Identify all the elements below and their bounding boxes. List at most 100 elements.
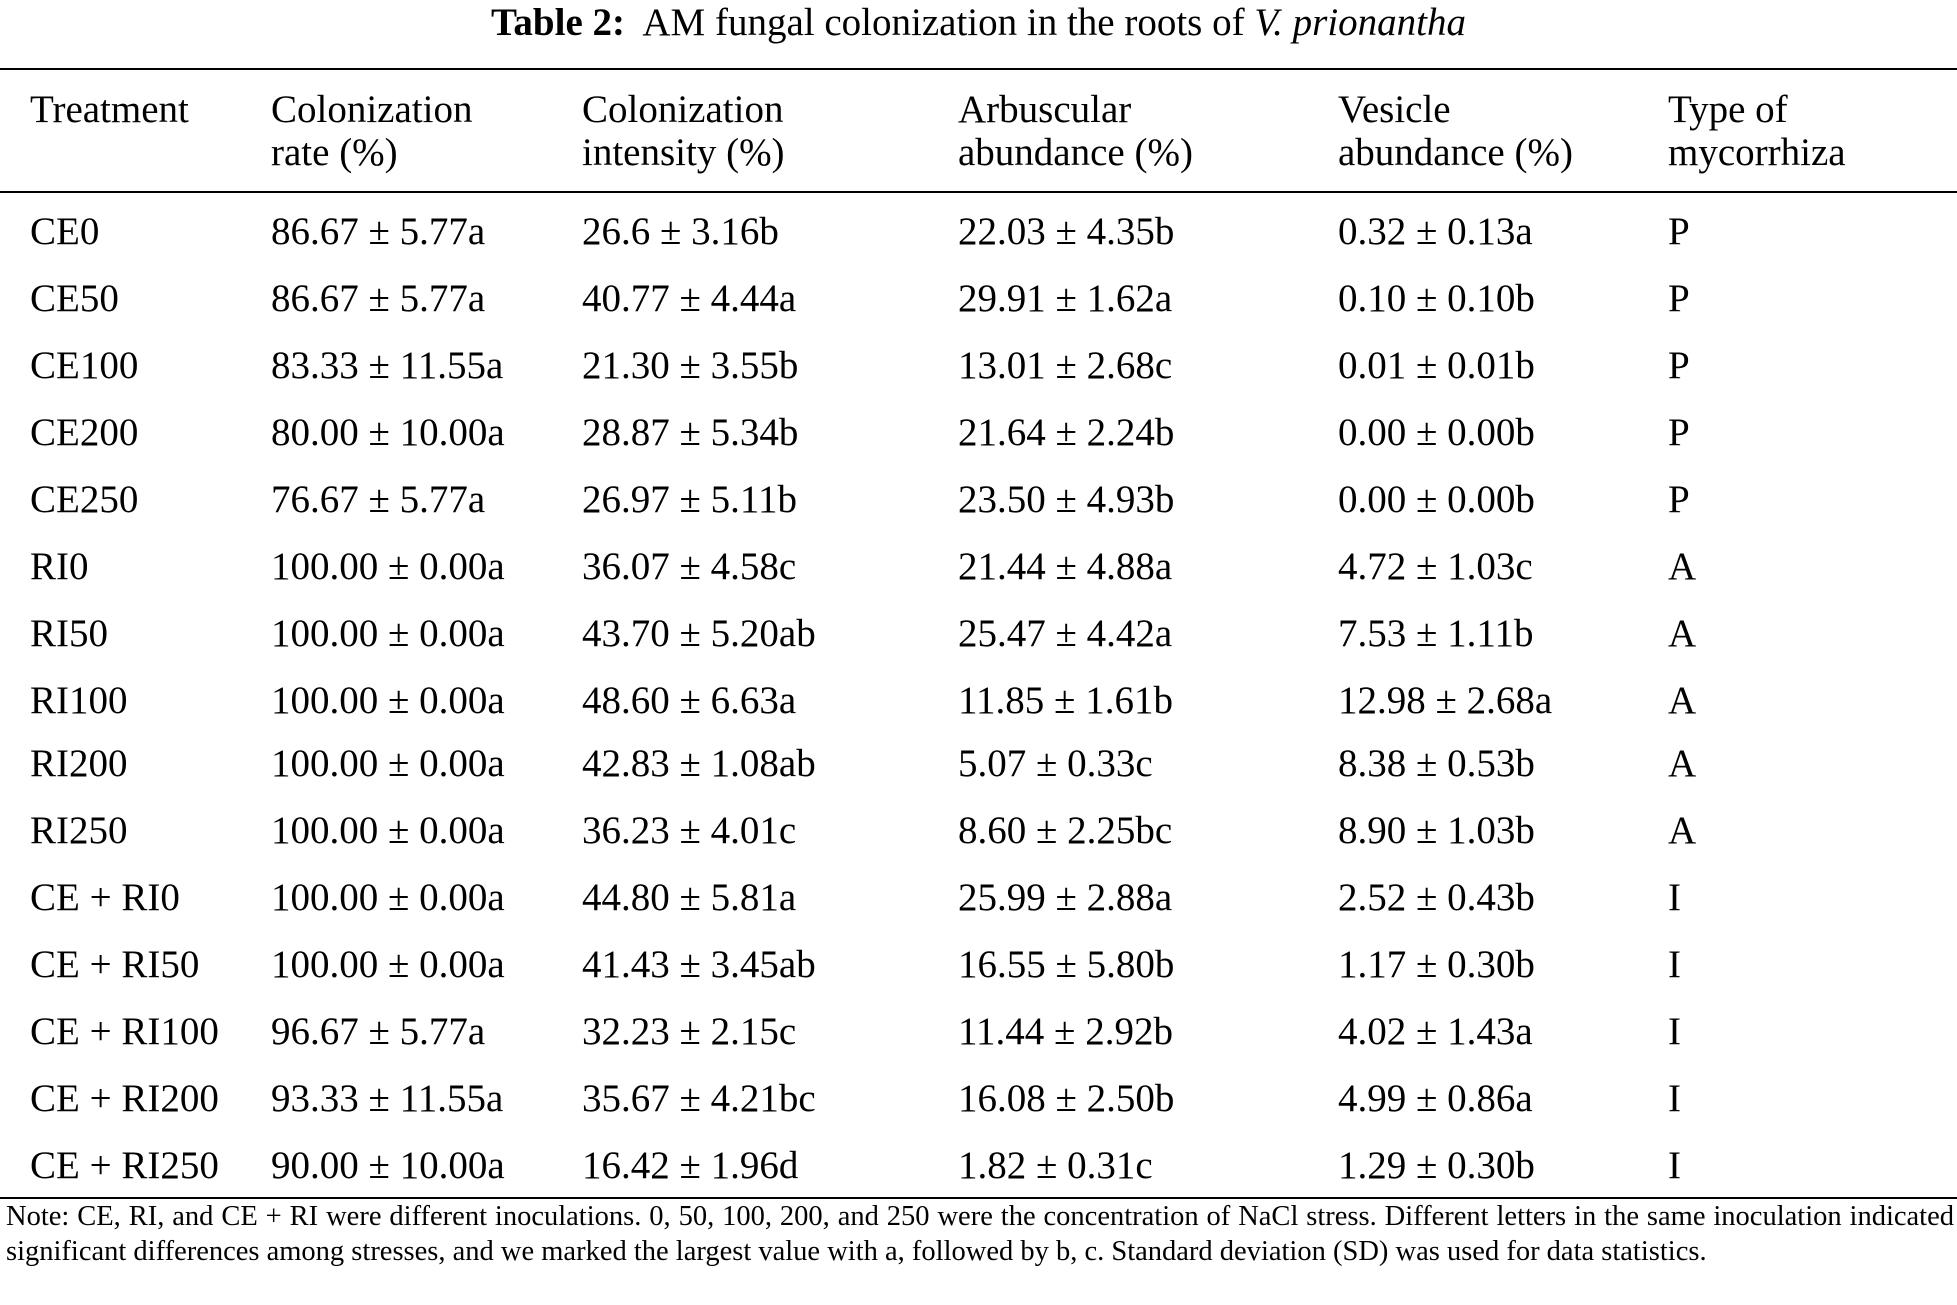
value-cell: 16.55 ± 5.80b — [958, 943, 1175, 986]
value-cell: 12.98 ± 2.68a — [1338, 679, 1553, 722]
header-cell-1-line2: rate (%) — [271, 131, 398, 174]
treatment-cell: CE + RI0 — [30, 876, 180, 919]
value-cell: 100.00 ± 0.00a — [271, 809, 505, 852]
treatment-cell: CE250 — [30, 478, 139, 521]
value-cell: 21.64 ± 2.24b — [958, 411, 1175, 454]
value-cell: 26.97 ± 5.11b — [582, 478, 797, 521]
value-cell: P — [1668, 478, 1690, 521]
value-cell: 76.67 ± 5.77a — [271, 478, 486, 521]
value-cell: 16.08 ± 2.50b — [958, 1077, 1175, 1120]
value-cell: 25.47 ± 4.42a — [958, 612, 1173, 655]
caption-text: AM fungal colonization in the roots of — [642, 1, 1245, 44]
value-cell: 25.99 ± 2.88a — [958, 876, 1173, 919]
value-cell: 100.00 ± 0.00a — [271, 545, 505, 588]
value-cell: 8.60 ± 2.25bc — [958, 809, 1173, 852]
value-cell: 26.6 ± 3.16b — [582, 210, 779, 253]
value-cell: 100.00 ± 0.00a — [271, 876, 505, 919]
bottom-rule — [0, 1197, 1957, 1199]
header-cell-4-line1: Vesicle — [1338, 88, 1451, 131]
value-cell: 36.23 ± 4.01c — [582, 809, 797, 852]
value-cell: 86.67 ± 5.77a — [271, 210, 486, 253]
value-cell: P — [1668, 411, 1690, 454]
treatment-cell: RI250 — [30, 809, 128, 852]
value-cell: 2.52 ± 0.43b — [1338, 876, 1535, 919]
header-cell-5-line2: mycorrhiza — [1668, 131, 1846, 174]
value-cell: 11.85 ± 1.61b — [958, 679, 1173, 722]
caption-species: V. prionantha — [1254, 1, 1466, 44]
treatment-cell: CE0 — [30, 210, 100, 253]
value-cell: 23.50 ± 4.93b — [958, 478, 1175, 521]
value-cell: 0.32 ± 0.13a — [1338, 210, 1533, 253]
value-cell: 1.82 ± 0.31c — [958, 1144, 1153, 1187]
treatment-cell: RI200 — [30, 742, 128, 785]
value-cell: 5.07 ± 0.33c — [958, 742, 1153, 785]
value-cell: 16.42 ± 1.96d — [582, 1144, 799, 1187]
value-cell: 40.77 ± 4.44a — [582, 277, 797, 320]
header-cell-2-line2: intensity (%) — [582, 131, 785, 174]
treatment-cell: CE + RI250 — [30, 1144, 219, 1187]
value-cell: 13.01 ± 2.68c — [958, 344, 1173, 387]
value-cell: 32.23 ± 2.15c — [582, 1010, 797, 1053]
value-cell: 44.80 ± 5.81a — [582, 876, 797, 919]
treatment-cell: RI50 — [30, 612, 108, 655]
value-cell: 86.67 ± 5.77a — [271, 277, 486, 320]
value-cell: P — [1668, 210, 1690, 253]
treatment-cell: CE + RI50 — [30, 943, 200, 986]
value-cell: 1.29 ± 0.30b — [1338, 1144, 1535, 1187]
value-cell: 22.03 ± 4.35b — [958, 210, 1175, 253]
value-cell: 96.67 ± 5.77a — [271, 1010, 486, 1053]
value-cell: 0.01 ± 0.01b — [1338, 344, 1535, 387]
value-cell: 29.91 ± 1.62a — [958, 277, 1173, 320]
value-cell: 4.99 ± 0.86a — [1338, 1077, 1533, 1120]
treatment-cell: CE100 — [30, 344, 139, 387]
treatment-cell: CE + RI100 — [30, 1010, 219, 1053]
value-cell: 43.70 ± 5.20ab — [582, 612, 816, 655]
treatment-cell: CE50 — [30, 277, 119, 320]
value-cell: I — [1668, 1010, 1681, 1053]
top-rule — [0, 68, 1957, 70]
treatment-cell: RI100 — [30, 679, 128, 722]
table-caption: Table 2: AM fungal colonization in the r… — [0, 0, 1957, 46]
value-cell: 4.72 ± 1.03c — [1338, 545, 1533, 588]
value-cell: 100.00 ± 0.00a — [271, 943, 505, 986]
treatment-cell: CE + RI200 — [30, 1077, 219, 1120]
value-cell: A — [1668, 679, 1697, 722]
header-cell-3-line2: abundance (%) — [958, 131, 1193, 174]
value-cell: A — [1668, 612, 1697, 655]
header-cell-3-line1: Arbuscular — [958, 88, 1132, 131]
value-cell: A — [1668, 545, 1697, 588]
value-cell: 11.44 ± 2.92b — [958, 1010, 1173, 1053]
value-cell: 21.44 ± 4.88a — [958, 545, 1173, 588]
value-cell: 8.38 ± 0.53b — [1338, 742, 1535, 785]
value-cell: 4.02 ± 1.43a — [1338, 1010, 1533, 1053]
value-cell: 21.30 ± 3.55b — [582, 344, 799, 387]
value-cell: 8.90 ± 1.03b — [1338, 809, 1535, 852]
value-cell: 42.83 ± 1.08ab — [582, 742, 816, 785]
value-cell: 100.00 ± 0.00a — [271, 679, 505, 722]
value-cell: 0.00 ± 0.00b — [1338, 478, 1535, 521]
value-cell: I — [1668, 876, 1681, 919]
header-cell-5-line1: Type of — [1668, 88, 1788, 131]
table-note: Note: CE, RI, and CE + RI were different… — [6, 1201, 1954, 1267]
value-cell: 83.33 ± 11.55a — [271, 344, 504, 387]
value-cell: P — [1668, 344, 1690, 387]
caption-label: Table 2: — [491, 1, 626, 44]
value-cell: 36.07 ± 4.58c — [582, 545, 797, 588]
value-cell: 93.33 ± 11.55a — [271, 1077, 504, 1120]
treatment-cell: RI0 — [30, 545, 89, 588]
treatment-cell: CE200 — [30, 411, 139, 454]
value-cell: 41.43 ± 3.45ab — [582, 943, 816, 986]
value-cell: 80.00 ± 10.00a — [271, 411, 505, 454]
value-cell: 35.67 ± 4.21bc — [582, 1077, 816, 1120]
value-cell: 0.00 ± 0.00b — [1338, 411, 1535, 454]
header-cell-0-line1: Treatment — [30, 88, 189, 131]
value-cell: 100.00 ± 0.00a — [271, 742, 505, 785]
value-cell: 0.10 ± 0.10b — [1338, 277, 1535, 320]
value-cell: A — [1668, 742, 1697, 785]
value-cell: I — [1668, 943, 1681, 986]
value-cell: A — [1668, 809, 1697, 852]
value-cell: P — [1668, 277, 1690, 320]
header-cell-2-line1: Colonization — [582, 88, 784, 131]
value-cell: 1.17 ± 0.30b — [1338, 943, 1535, 986]
value-cell: I — [1668, 1077, 1681, 1120]
